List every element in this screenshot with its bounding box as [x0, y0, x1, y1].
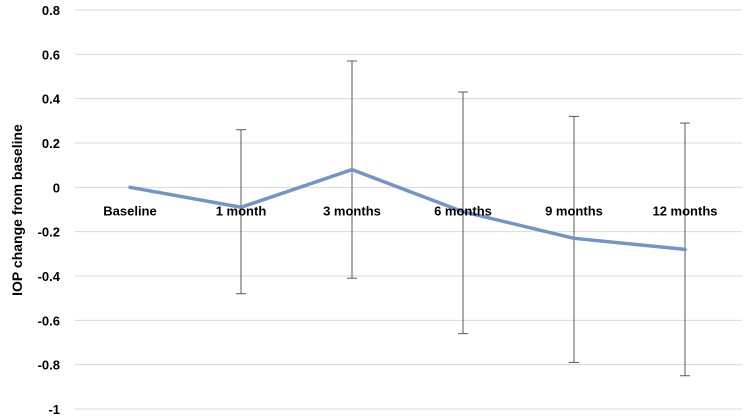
- series-line: [128, 167, 687, 252]
- x-axis-ticks: Baseline 1 month 3 months 6 months 9 months 1…: [103, 203, 717, 218]
- error-bars: [236, 60, 690, 377]
- y-tick-label: 0.8: [42, 3, 60, 18]
- data-point: [572, 236, 576, 240]
- x-tick-label: 1 month: [216, 203, 267, 218]
- y-tick-label: -0.4: [38, 269, 61, 284]
- y-tick-label: 0: [53, 180, 60, 195]
- y-tick-label: 0.4: [42, 92, 61, 107]
- series: [128, 167, 687, 252]
- gridlines: [75, 9, 742, 410]
- y-axis-label: IOP change from baseline: [9, 124, 25, 296]
- x-tick-label: 12 months: [652, 203, 717, 218]
- data-point: [239, 205, 243, 209]
- data-point: [350, 168, 354, 172]
- error-bar: [236, 129, 246, 295]
- x-tick-label: 6 months: [434, 203, 492, 218]
- data-point: [461, 210, 465, 214]
- x-tick-label: Baseline: [103, 203, 156, 218]
- y-tick-label: 0.2: [42, 136, 60, 151]
- y-axis-ticks: 0.8 0.6 0.4 0.2 0 -0.2 -0.4 -0.6 -0.8 -1: [38, 3, 61, 417]
- x-tick-label: 9 months: [545, 203, 603, 218]
- data-point: [128, 185, 132, 189]
- y-tick-label: -1: [48, 402, 60, 417]
- y-tick-label: 0.6: [42, 47, 60, 62]
- data-point: [683, 247, 687, 251]
- x-tick-label: 3 months: [323, 203, 381, 218]
- y-tick-label: -0.8: [38, 358, 60, 373]
- y-tick-label: -0.6: [38, 313, 60, 328]
- y-tick-label: -0.2: [38, 225, 60, 240]
